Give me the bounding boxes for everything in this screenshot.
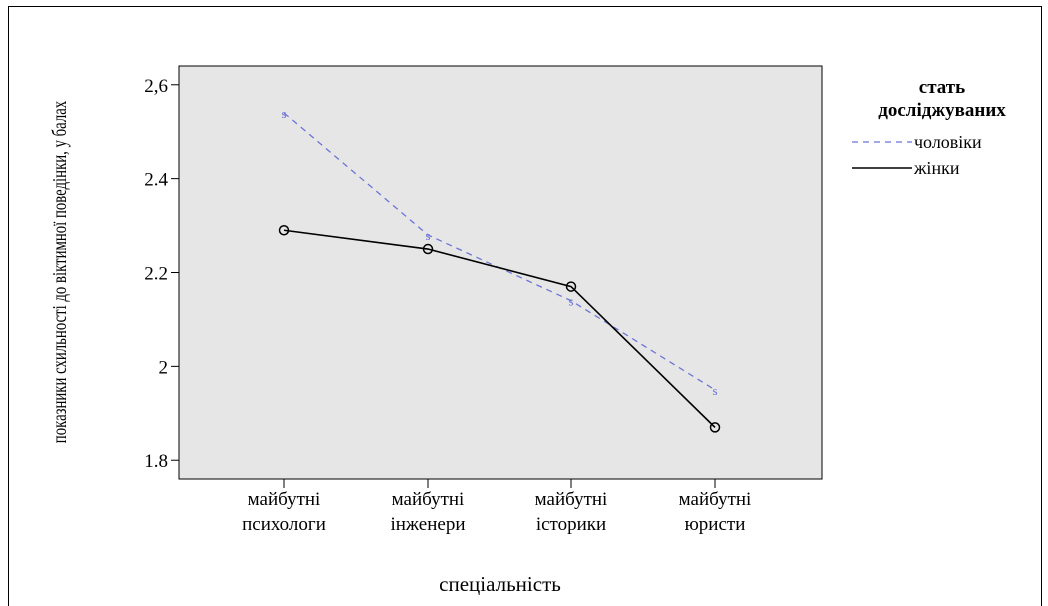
- x-tick-label: майбутні: [248, 489, 321, 510]
- data-point: s: [712, 383, 717, 398]
- x-tick-label: інженери: [390, 514, 465, 535]
- legend-label: чоловіки: [914, 132, 982, 152]
- x-tick-label: майбутні: [535, 489, 608, 510]
- series-layer: s s s s: [278, 106, 721, 433]
- data-point: s: [281, 106, 286, 121]
- data-point: [422, 243, 434, 255]
- x-tick-label: майбутні: [392, 489, 465, 510]
- figure-frame: [8, 6, 1042, 606]
- y-axis: 1.8 2 2.2 2.4 2,6: [144, 76, 179, 472]
- data-point: s: [425, 228, 430, 243]
- x-axis-label: спеціальність: [439, 572, 561, 596]
- series-line-жінки: [283, 229, 716, 428]
- x-tick-label: історики: [536, 514, 606, 535]
- y-tick-label: 2,6: [144, 76, 168, 97]
- legend-title: стать: [919, 77, 965, 98]
- y-axis-label: показники схильності до віктимної поведі…: [48, 101, 71, 444]
- x-tick-label: юристи: [685, 514, 746, 535]
- data-point: [709, 422, 721, 433]
- x-tick-label: психологи: [242, 514, 326, 535]
- legend-label: жінки: [913, 158, 960, 178]
- x-tick-label: майбутні: [679, 489, 752, 510]
- data-point: [278, 225, 290, 236]
- y-tick-label: 2: [159, 357, 169, 378]
- x-axis: майбутні психологи майбутні інженери майбутн…: [242, 479, 751, 535]
- y-tick-label: 2.2: [144, 264, 168, 285]
- legend-title: досліджуваних: [878, 100, 1006, 121]
- data-point: [565, 281, 577, 292]
- y-tick-label: 2.4: [144, 170, 168, 191]
- data-point: s: [568, 294, 573, 309]
- plot-area: [178, 65, 823, 480]
- y-tick-label: 1.8: [144, 451, 168, 472]
